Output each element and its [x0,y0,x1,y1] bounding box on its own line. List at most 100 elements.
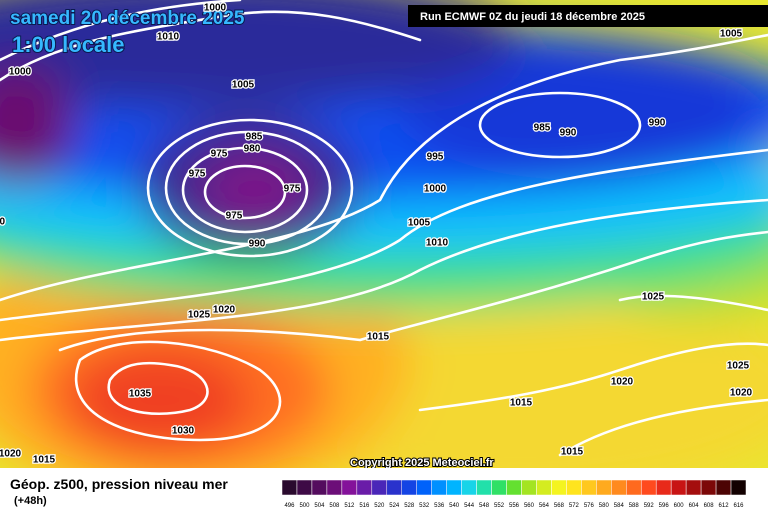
scale-label: 552 [494,503,505,509]
scale-swatch [446,479,462,496]
scale-label: 608 [704,503,715,509]
scale-swatch [685,479,702,496]
isobar-label: 1010 [426,238,449,249]
isobar-label: 1030 [172,426,195,437]
isobar-label: 1025 [188,310,211,321]
scale-label: 508 [329,503,340,509]
isobar-label: 975 [226,211,243,222]
footer-lead: (+48h) [14,495,47,507]
isobar-label: 1000 [424,184,447,195]
scale-swatch [566,479,582,496]
isobar-label: 990 [649,118,666,129]
isobar-label: 1020 [611,377,634,388]
scale-label: 544 [464,503,475,509]
valid-time: 1:00 locale [12,32,125,57]
isobar-label: 975 [211,149,228,160]
scale-swatch [640,479,657,496]
map-field [0,0,768,468]
scale-swatch [581,479,597,496]
scale-swatch [326,479,343,496]
scale-swatch [506,479,522,496]
isobar-label: 975 [189,169,206,180]
scale-label: 596 [659,503,670,509]
isobar-label: 985 [246,132,263,143]
scale-swatch [281,479,298,496]
scale-swatch [311,479,328,496]
scale-label: 504 [314,503,325,509]
scale-swatch [371,479,388,496]
scale-label: 560 [524,503,535,509]
color-scale: 496 500 504 508 512 516 520 524 528 532 536 540 544 5… [281,479,747,509]
scale-label: 532 [419,503,430,509]
isobar-label: 1005 [408,218,431,229]
scale-label: 588 [629,503,640,509]
scale-swatch [386,479,402,496]
scale-swatch [670,479,687,496]
scale-label: 536 [434,503,445,509]
scale-label: 516 [359,503,370,509]
scale-label: 600 [674,503,685,509]
scale-swatch [730,479,747,496]
scale-swatch [700,479,717,496]
scale-swatch [626,479,642,496]
scale-label: 548 [479,503,490,509]
scale-swatch [416,479,432,496]
isobar-label: 1015 [561,447,584,458]
isobar-label: 1005 [720,29,743,40]
scale-label: 580 [599,503,610,509]
scale-swatch [431,479,447,496]
scale-swatch [476,479,492,496]
isobar-label: 1020 [213,305,236,316]
isobar-label: 1035 [129,389,152,400]
isobar-label: 980 [244,144,261,155]
scale-label: 564 [539,503,550,509]
scale-label: 520 [374,503,385,509]
run-box [408,5,768,27]
scale-swatch [536,479,552,496]
scale-swatch [401,479,417,496]
scale-label: 540 [449,503,460,509]
isobar-label: 1000 [0,217,6,228]
scale-label: 584 [614,503,625,509]
scale-swatch [596,479,612,496]
isobar-label: 1015 [33,455,56,466]
scale-swatch [296,479,313,496]
scale-label: 512 [344,503,355,509]
scale-swatch [715,479,732,496]
scale-label: 604 [689,503,700,509]
scale-swatch [655,479,672,496]
isobar-label: 1015 [510,398,533,409]
scale-label: 572 [569,503,580,509]
isobar-label: 1000 [204,3,227,14]
scale-swatch [356,479,373,496]
isobar-label: 1020 [730,388,753,399]
scale-swatch [521,479,537,496]
isobar-label: 1015 [367,332,390,343]
isobar-label: 990 [249,239,266,250]
scale-swatch [341,479,358,496]
scale-label: 500 [299,503,310,509]
scale-label: 612 [719,503,730,509]
scale-swatch [461,479,477,496]
isobar-label: 1000 [9,67,32,78]
isobar-label: 1020 [0,449,22,460]
scale-label: 592 [644,503,655,509]
scale-swatch [551,479,567,496]
scale-swatch [491,479,507,496]
isobar-label: 995 [427,152,444,163]
run-info: Run ECMWF 0Z du jeudi 18 décembre 2025 [420,11,645,23]
isobar-label: 1025 [727,361,750,372]
scale-label: 524 [389,503,400,509]
copyright: Copyright 2025 Meteociel.fr [350,457,494,469]
scale-label: 616 [734,503,745,509]
isobar-label: 990 [560,128,577,139]
isobar-label: 1025 [642,292,665,303]
valid-date: samedi 20 décembre 2025 [10,8,245,29]
isobar-label: 1010 [157,32,180,43]
isobar-label: 1005 [232,80,255,91]
isobar-label: 975 [284,184,301,195]
scale-label: 568 [554,503,565,509]
scale-label: 556 [509,503,520,509]
